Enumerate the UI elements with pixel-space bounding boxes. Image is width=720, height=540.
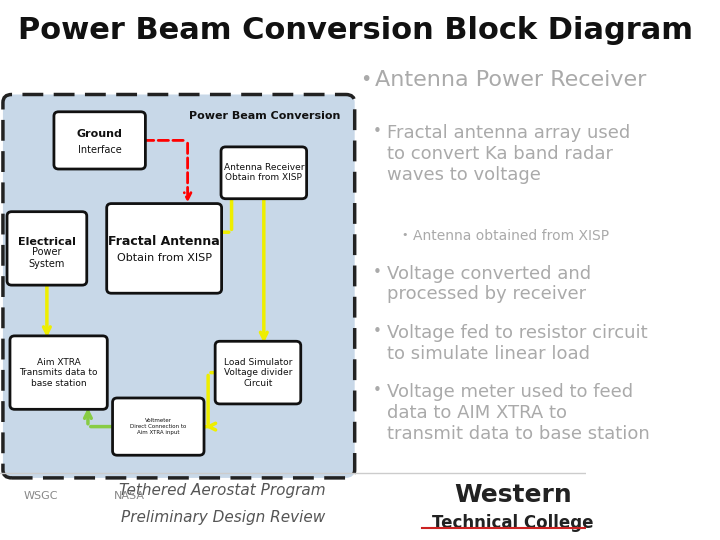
Text: Voltmeter
Direct Connection to
Aim XTRA input: Voltmeter Direct Connection to Aim XTRA … xyxy=(130,418,186,435)
Text: Antenna obtained from XISP: Antenna obtained from XISP xyxy=(413,230,609,244)
FancyBboxPatch shape xyxy=(10,336,107,409)
Text: Voltage fed to resistor circuit
to simulate linear load: Voltage fed to resistor circuit to simul… xyxy=(387,324,647,363)
FancyBboxPatch shape xyxy=(7,212,87,285)
Text: Voltage meter used to feed
data to AIM XTRA to
transmit data to base station: Voltage meter used to feed data to AIM X… xyxy=(387,383,649,443)
Text: Obtain from XISP: Obtain from XISP xyxy=(117,253,212,263)
Text: •: • xyxy=(372,383,381,399)
Text: Antenna Power Receiver: Antenna Power Receiver xyxy=(375,70,647,90)
FancyBboxPatch shape xyxy=(221,147,307,199)
Text: Technical College: Technical College xyxy=(432,514,594,532)
Text: •: • xyxy=(372,265,381,280)
Text: •: • xyxy=(361,70,372,89)
Text: Voltage converted and
processed by receiver: Voltage converted and processed by recei… xyxy=(387,265,591,303)
Text: WSGC: WSGC xyxy=(24,491,58,502)
FancyBboxPatch shape xyxy=(215,341,301,404)
Text: Power Beam Conversion: Power Beam Conversion xyxy=(189,111,340,121)
Text: Tethered Aerostat Program: Tethered Aerostat Program xyxy=(120,483,326,498)
FancyBboxPatch shape xyxy=(54,112,145,169)
Text: Power
System: Power System xyxy=(29,247,65,269)
Text: Fractal Antenna: Fractal Antenna xyxy=(108,235,220,248)
Text: •: • xyxy=(372,124,381,139)
Text: Fractal antenna array used
to convert Ka band radar
waves to voltage: Fractal antenna array used to convert Ka… xyxy=(387,124,630,184)
Text: Electrical: Electrical xyxy=(18,237,76,247)
FancyBboxPatch shape xyxy=(107,204,222,293)
Text: Power Beam Conversion Block Diagram: Power Beam Conversion Block Diagram xyxy=(17,16,693,45)
Text: •: • xyxy=(402,230,408,240)
Text: NASA: NASA xyxy=(114,491,145,502)
FancyBboxPatch shape xyxy=(112,398,204,455)
Text: Ground: Ground xyxy=(77,129,122,139)
Text: Interface: Interface xyxy=(78,145,122,155)
Text: Aim XTRA
Transmits data to
base station: Aim XTRA Transmits data to base station xyxy=(19,357,98,388)
Text: •: • xyxy=(372,324,381,339)
FancyBboxPatch shape xyxy=(3,94,355,478)
Text: Western: Western xyxy=(454,483,572,507)
Text: Antenna Receiver
Obtain from XISP: Antenna Receiver Obtain from XISP xyxy=(224,163,304,183)
Text: Preliminary Design Review: Preliminary Design Review xyxy=(121,510,325,525)
Text: Load Simulator
Voltage divider
Circuit: Load Simulator Voltage divider Circuit xyxy=(224,357,292,388)
